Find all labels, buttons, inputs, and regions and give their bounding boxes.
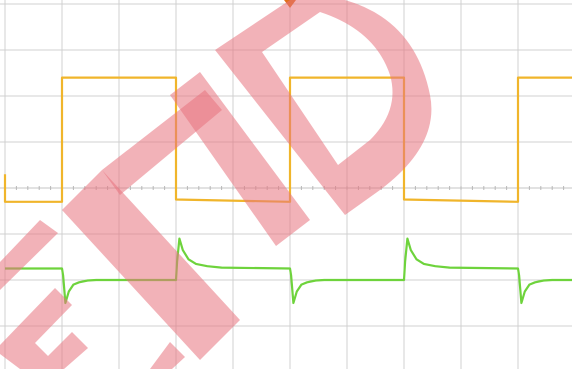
watermark-letter-n-left <box>62 170 240 360</box>
watermark-letter-e-arm <box>0 220 58 290</box>
watermark-letter-e-lower <box>150 342 185 369</box>
channel-2-trace-green <box>5 237 572 305</box>
watermark-letter-e <box>0 288 88 369</box>
watermark-letter-d <box>215 0 432 215</box>
watermark-stamp <box>0 0 432 369</box>
watermark-letter-n-right <box>170 72 310 246</box>
